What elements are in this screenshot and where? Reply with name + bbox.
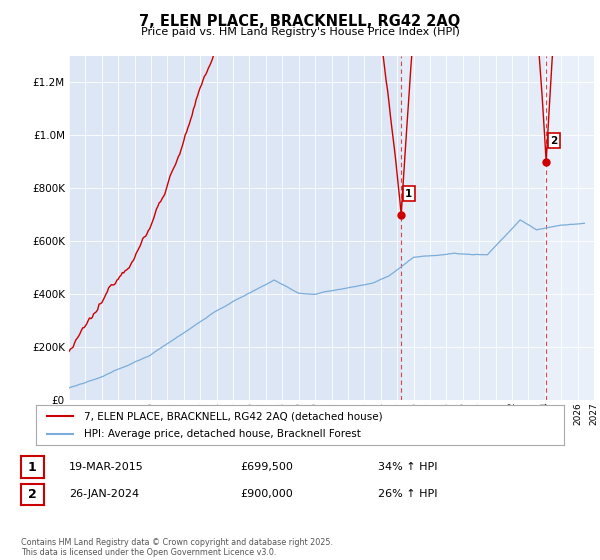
Text: 2: 2 [551, 136, 558, 146]
Text: 19-MAR-2015: 19-MAR-2015 [69, 462, 144, 472]
Bar [401, 56, 594, 400]
Text: 34% ↑ HPI: 34% ↑ HPI [378, 462, 437, 472]
Text: 1: 1 [28, 460, 37, 474]
Text: 2: 2 [28, 488, 37, 501]
Text: 7, ELEN PLACE, BRACKNELL, RG42 2AQ (detached house): 7, ELEN PLACE, BRACKNELL, RG42 2AQ (deta… [83, 411, 382, 421]
Bar [546, 56, 594, 400]
Text: HPI: Average price, detached house, Bracknell Forest: HPI: Average price, detached house, Brac… [83, 429, 361, 439]
Text: 26-JAN-2024: 26-JAN-2024 [69, 489, 139, 500]
Text: 7, ELEN PLACE, BRACKNELL, RG42 2AQ: 7, ELEN PLACE, BRACKNELL, RG42 2AQ [139, 14, 461, 29]
Text: Contains HM Land Registry data © Crown copyright and database right 2025.
This d: Contains HM Land Registry data © Crown c… [21, 538, 333, 557]
Text: £900,000: £900,000 [240, 489, 293, 500]
Text: 1: 1 [405, 189, 412, 199]
Text: £699,500: £699,500 [240, 462, 293, 472]
Text: Price paid vs. HM Land Registry's House Price Index (HPI): Price paid vs. HM Land Registry's House … [140, 27, 460, 37]
Text: 26% ↑ HPI: 26% ↑ HPI [378, 489, 437, 500]
